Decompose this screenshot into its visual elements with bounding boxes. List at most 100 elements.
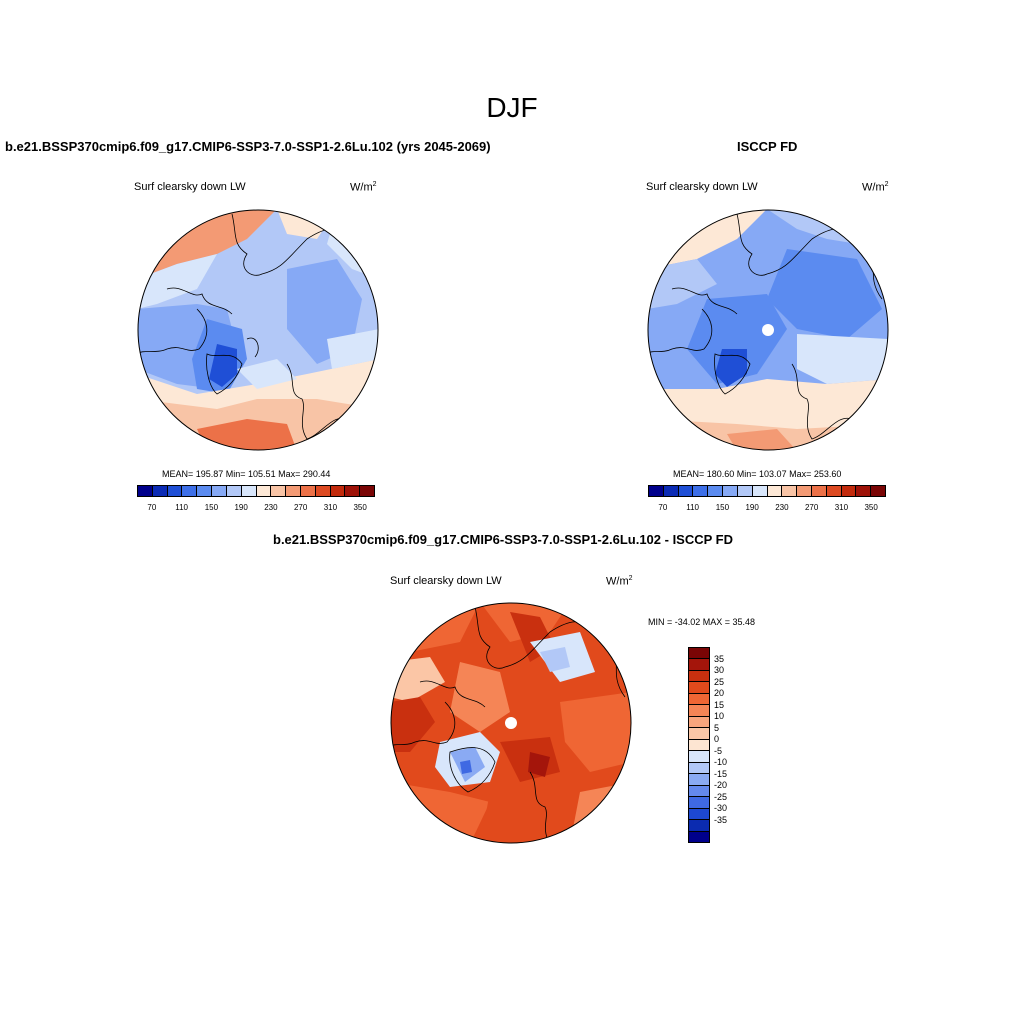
diff-colorbar-ticks: 35 30 25 20 15 10 5 0 -5 -10 -15 -20 -25 -30 -35 [714,647,754,843]
colorbar-swatch [271,486,287,496]
colorbar-swatch [689,693,709,706]
colorbar-swatch [663,486,679,496]
colorbar-tick-label: 20 [714,688,725,699]
colorbar-swatch [226,486,242,496]
colorbar-swatch [856,486,872,496]
colorbar-tick-label: 310 [834,503,849,512]
colorbar-tick-label: 110 [686,503,700,512]
colorbar-tick-label: 25 [714,676,725,687]
colorbar-swatch [708,486,724,496]
colorbar-tick-label: 10 [714,711,725,722]
colorbar-tick-label: 35 [714,653,725,664]
colorbar-swatch [689,820,709,832]
colorbar-tick-label: 30 [714,665,725,676]
colorbar-swatch [182,486,198,496]
diff-stats: MIN = -34.02 MAX = 35.48 [648,617,756,627]
colorbar-swatch [315,486,331,496]
colorbar-tick-label: 190 [745,503,759,512]
colorbar-swatch [167,486,183,496]
colorbar-swatch [767,486,783,496]
colorbar-swatch [300,486,316,496]
obs-panel-title: ISCCP FD [737,139,798,154]
colorbar-swatch [689,659,709,671]
colorbar-swatch [689,808,709,821]
colorbar-swatch [138,486,153,496]
colorbar-swatch [689,648,709,660]
colorbar-tick-label: -5 [714,745,723,756]
colorbar-swatch [689,774,709,786]
obs-stats: MEAN= 180.60 Min= 103.07 Max= 253.60 [673,469,842,479]
colorbar-tick-label: 150 [715,503,730,512]
colorbar-tick-label: 230 [264,503,278,512]
colorbar-tick-label: -15 [714,768,728,779]
colorbar-tick-label: 5 [714,722,720,733]
colorbar-swatch [782,486,798,496]
colorbar-tick-label: 270 [804,503,819,512]
figure-title: DJF [486,92,538,123]
colorbar-tick-label: 110 [175,503,189,512]
colorbar-tick-label: -20 [714,780,728,791]
colorbar-tick-label: 190 [234,503,248,512]
diff-colorbar [688,647,710,843]
colorbar-swatch [811,486,827,496]
colorbar-tick-label: -35 [714,814,728,825]
colorbar-tick-label: -30 [714,803,728,814]
diff-units-label: W/m2 [606,575,633,588]
colorbar-swatch [723,486,738,496]
obs-units-label: W/m2 [862,181,889,194]
model-stats: MEAN= 195.87 Min= 105.51 Max= 290.44 [162,469,331,479]
colorbar-swatch [689,797,709,809]
colorbar-swatch [826,486,842,496]
colorbar-swatch [152,486,168,496]
colorbar-tick-label: 350 [864,503,878,512]
colorbar-tick-label: 70 [147,503,157,512]
colorbar-swatch [689,728,709,740]
diff-polar-map [390,602,632,844]
colorbar-tick-label: 310 [323,503,338,512]
model-polar-map [137,209,379,451]
colorbar-tick-label: 15 [714,699,725,710]
model-colorbar-ticks: 70 110 150 190 230 270 310 350 [137,503,375,515]
obs-variable-label: Surf clearsky down LW [646,181,758,193]
colorbar-swatch [256,486,272,496]
colorbar-swatch [689,762,709,775]
colorbar-swatch [689,682,709,694]
colorbar-swatch [689,831,709,842]
model-colorbar [137,485,375,497]
colorbar-swatch [689,739,709,752]
colorbar-swatch [197,486,213,496]
colorbar-swatch [345,486,361,496]
colorbar-tick-label: 350 [353,503,367,512]
colorbar-swatch [330,486,346,496]
colorbar-tick-label: 270 [293,503,308,512]
colorbar-swatch [360,486,374,496]
colorbar-swatch [212,486,227,496]
colorbar-swatch [689,705,709,717]
obs-colorbar-ticks: 70 110 150 190 230 270 310 350 [648,503,886,515]
colorbar-swatch [689,785,709,798]
colorbar-swatch [693,486,709,496]
colorbar-swatch [678,486,694,496]
colorbar-swatch [649,486,664,496]
colorbar-swatch [689,751,709,763]
model-variable-label: Surf clearsky down LW [134,181,246,193]
colorbar-tick-label: 70 [658,503,668,512]
diff-panel-title: b.e21.BSSP370cmip6.f09_g17.CMIP6-SSP3-7.… [273,532,734,547]
colorbar-swatch [797,486,812,496]
model-panel-title: b.e21.BSSP370cmip6.f09_g17.CMIP6-SSP3-7.… [5,139,491,154]
colorbar-swatch [841,486,857,496]
colorbar-swatch [871,486,885,496]
colorbar-swatch [689,716,709,729]
model-units-label: W/m2 [350,181,377,194]
colorbar-tick-label: 0 [714,734,720,745]
colorbar-swatch [689,670,709,683]
colorbar-tick-label: 230 [775,503,789,512]
diff-variable-label: Surf clearsky down LW [390,575,502,587]
colorbar-swatch [752,486,768,496]
obs-colorbar [648,485,886,497]
colorbar-swatch [241,486,257,496]
colorbar-tick-label: -25 [714,791,728,802]
colorbar-swatch [286,486,301,496]
colorbar-tick-label: -10 [714,757,728,768]
colorbar-tick-label: 150 [204,503,219,512]
